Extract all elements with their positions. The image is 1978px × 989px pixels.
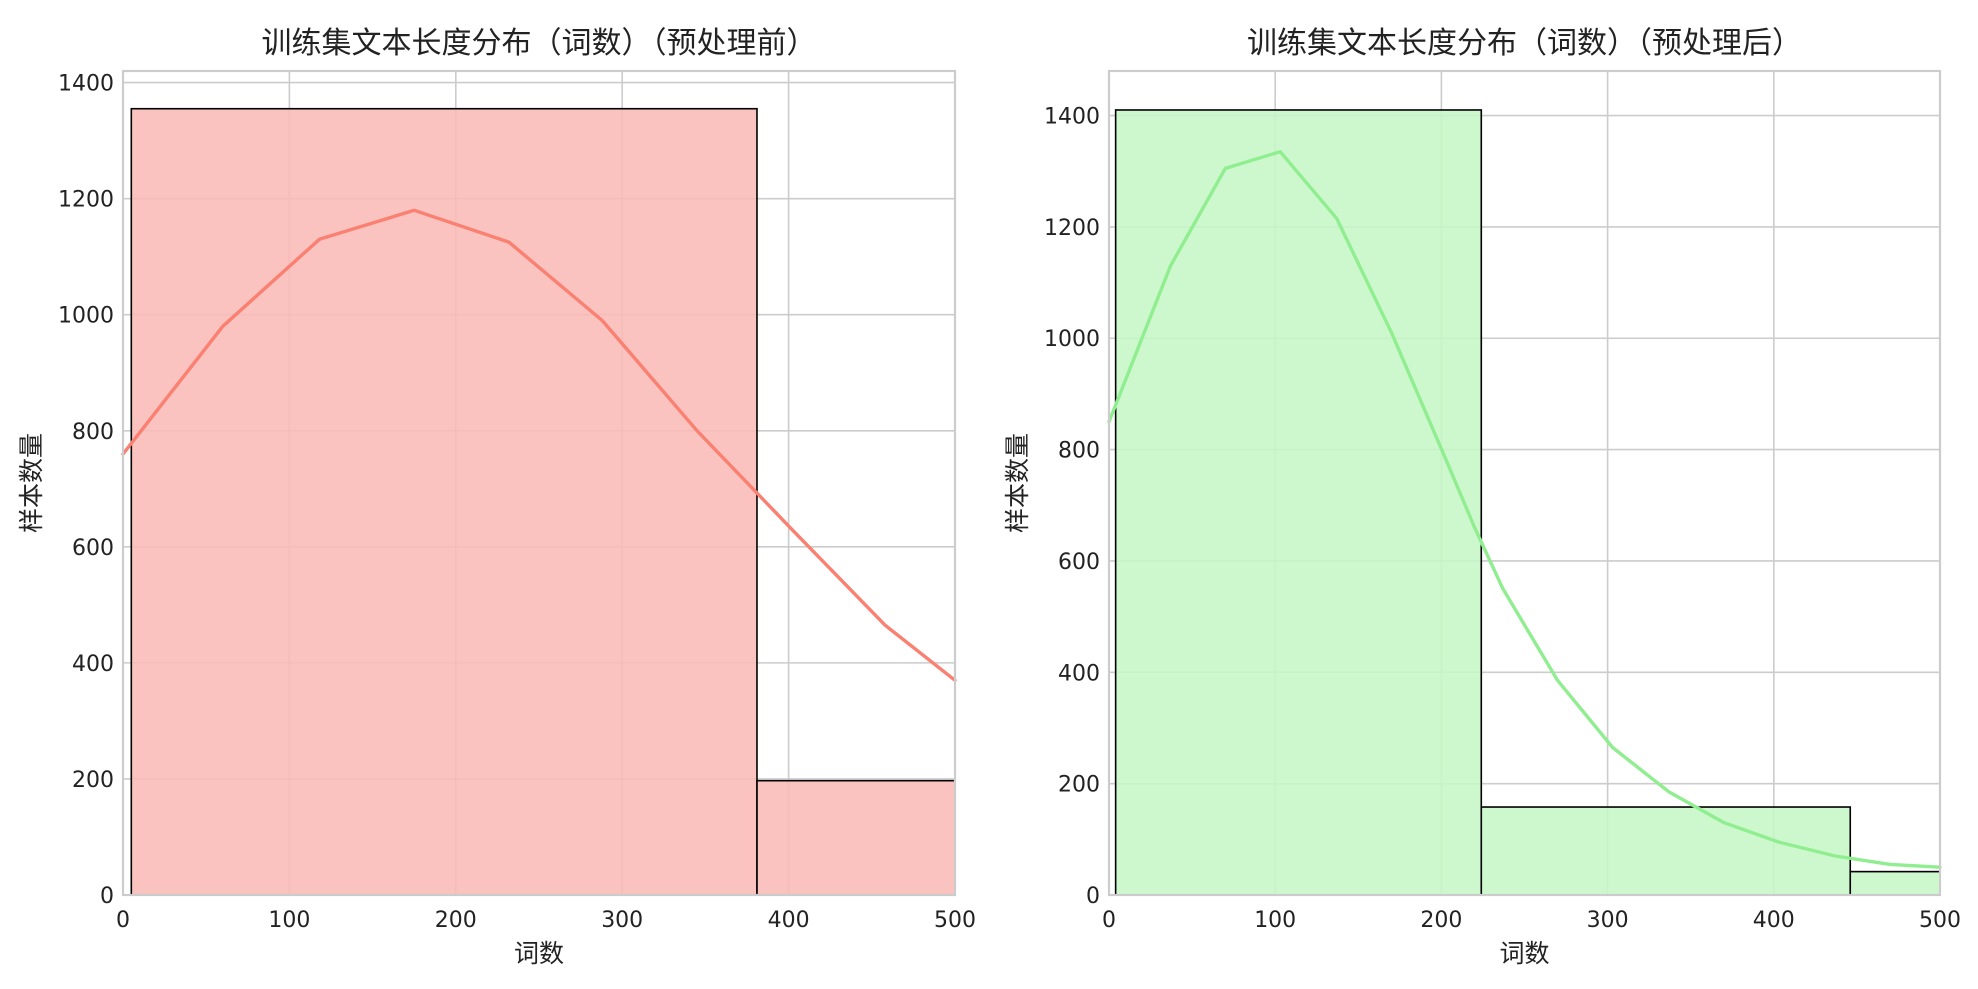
y-axis-label: 样本数量 bbox=[17, 433, 46, 533]
x-axis-label: 词数 bbox=[514, 939, 564, 968]
x-tick-label: 400 bbox=[768, 908, 810, 933]
x-tick-label: 200 bbox=[435, 908, 477, 933]
x-tick-label: 300 bbox=[1587, 908, 1629, 933]
y-tick-label: 600 bbox=[72, 536, 114, 561]
y-tick-label: 1200 bbox=[1044, 216, 1100, 241]
y-tick-label: 400 bbox=[72, 652, 114, 677]
y-tick-label: 1400 bbox=[1044, 105, 1100, 130]
x-tick-label: 500 bbox=[1919, 908, 1961, 933]
histogram-bar bbox=[1480, 806, 1852, 896]
y-tick-label: 0 bbox=[1086, 884, 1100, 909]
chart-before-preprocessing: 0 100 200 300 400 500 0 200 400 600 800 1000 1200 140… bbox=[17, 26, 976, 968]
y-tick-label: 600 bbox=[1058, 550, 1100, 575]
chart-title: 训练集文本长度分布（词数）（预处理后） bbox=[1247, 26, 1802, 61]
x-tick-label: 0 bbox=[116, 908, 130, 933]
y-tick-label: 800 bbox=[1058, 439, 1100, 464]
plot-frame bbox=[1107, 69, 1942, 897]
chart-after-preprocessing: 0 100 200 300 400 500 0 200 400 600 800 1000 1200 140… bbox=[1003, 26, 1961, 968]
histogram-bar bbox=[1849, 870, 1941, 896]
histogram-bar bbox=[1114, 109, 1483, 896]
kde-curve bbox=[1107, 149, 1942, 869]
y-tick-label: 1200 bbox=[58, 188, 114, 213]
x-tick-label: 100 bbox=[1254, 908, 1296, 933]
y-tick-label: 1000 bbox=[58, 304, 114, 329]
y-tick-label: 0 bbox=[100, 884, 114, 909]
plot-frame bbox=[121, 69, 957, 897]
y-axis-label: 样本数量 bbox=[1003, 433, 1032, 533]
y-tick-label: 200 bbox=[1058, 773, 1100, 798]
x-tick-label: 200 bbox=[1420, 908, 1462, 933]
x-tick-label: 500 bbox=[934, 908, 976, 933]
y-tick-label: 800 bbox=[72, 420, 114, 445]
x-tick-label: 100 bbox=[268, 908, 310, 933]
x-tick-label: 0 bbox=[1102, 908, 1116, 933]
y-tick-label: 1000 bbox=[1044, 327, 1100, 352]
chart-title: 训练集文本长度分布（词数）（预处理前） bbox=[262, 26, 817, 61]
histogram-bar bbox=[756, 779, 956, 896]
kde-curve bbox=[121, 208, 957, 682]
histogram-bar bbox=[130, 107, 758, 896]
x-tick-label: 400 bbox=[1753, 908, 1795, 933]
y-tick-label: 200 bbox=[72, 768, 114, 793]
x-tick-label: 300 bbox=[601, 908, 643, 933]
x-axis-label: 词数 bbox=[1499, 939, 1549, 968]
y-tick-label: 400 bbox=[1058, 661, 1100, 686]
y-tick-label: 1400 bbox=[58, 72, 114, 97]
